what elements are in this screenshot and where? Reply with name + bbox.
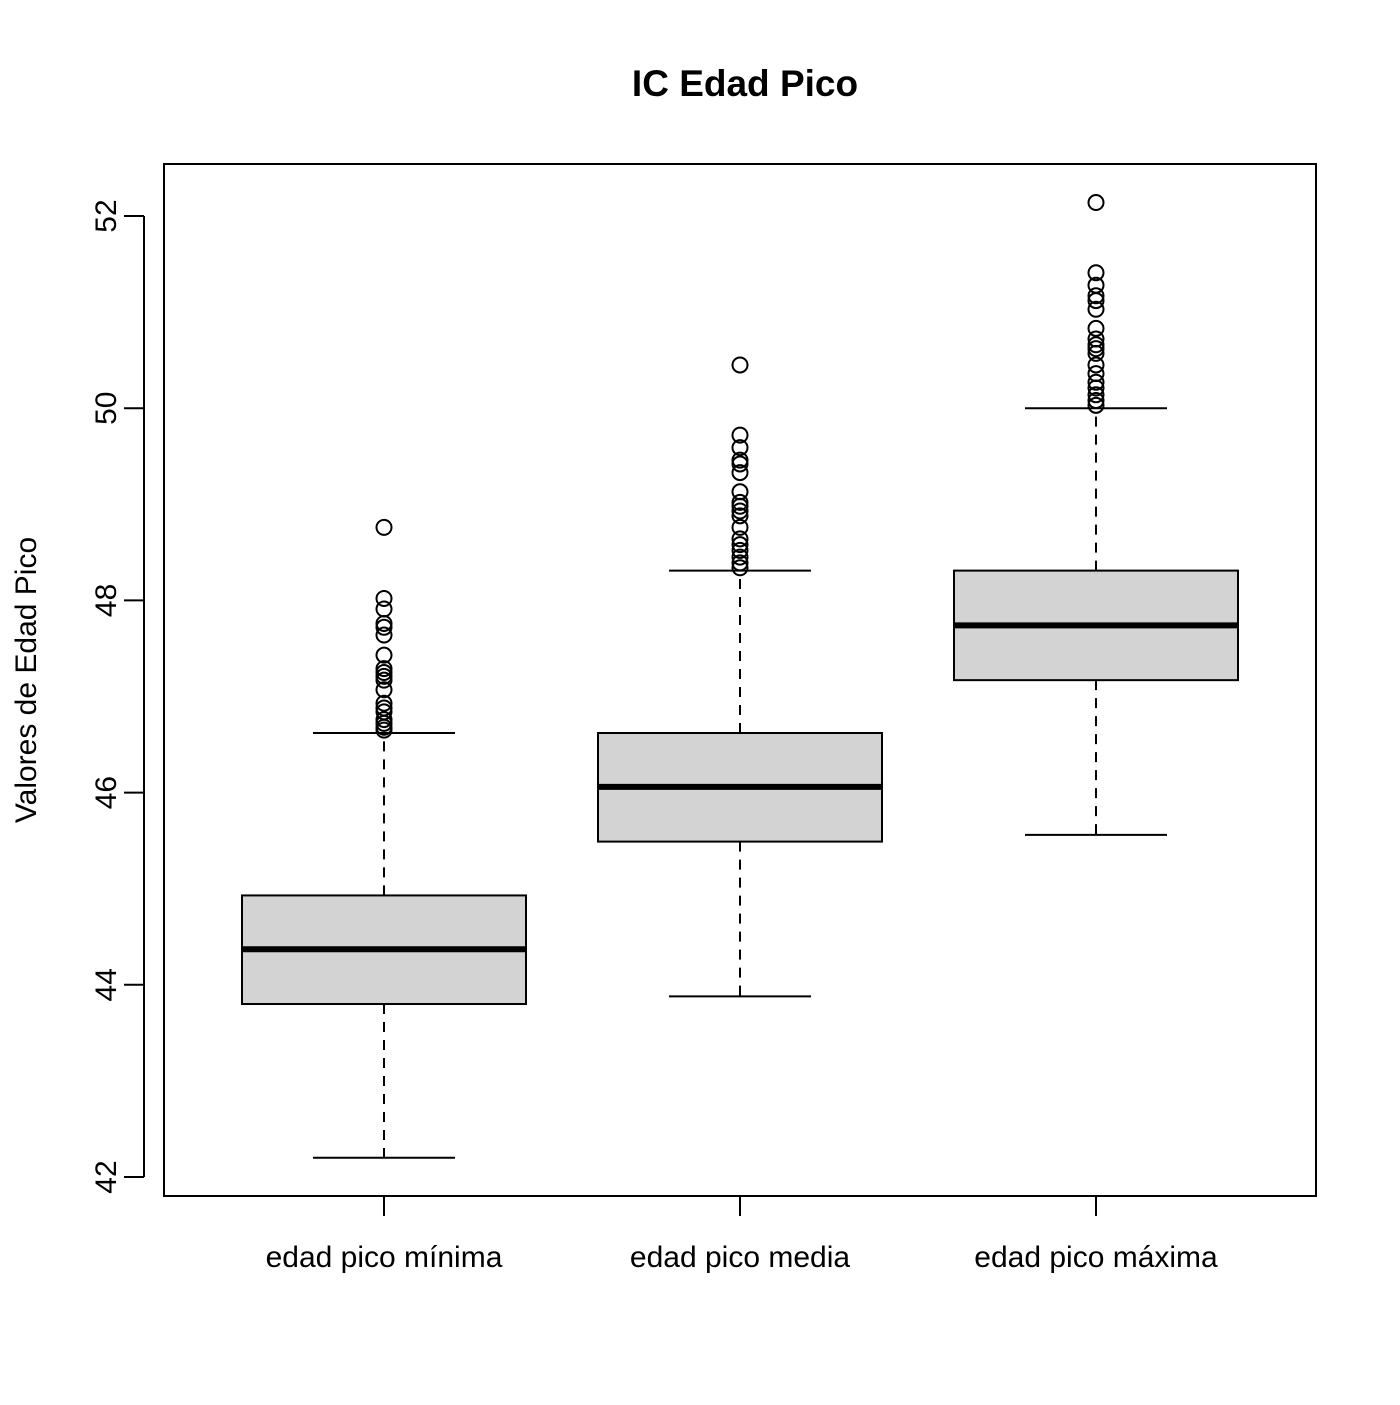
x-axis: edad pico mínima edad pico media edad pico… (266, 1196, 1218, 1274)
outlier-point (375, 589, 393, 607)
outlier-point (731, 356, 749, 374)
outlier-point (731, 493, 749, 511)
outlier-point (731, 483, 749, 501)
box-series (241, 194, 1239, 1159)
outlier-point (1087, 287, 1105, 305)
outlier-point (731, 554, 749, 572)
outlier-point (375, 660, 393, 678)
outlier-point (375, 699, 393, 717)
outlier-point (731, 530, 749, 548)
outlier-point (375, 694, 393, 712)
outlier-point (1087, 386, 1105, 404)
outlier-point (375, 681, 393, 699)
outlier-point (731, 559, 749, 577)
y-axis-label: Valores de Edad Pico (10, 537, 43, 823)
y-tick-label: 44 (90, 968, 123, 1001)
outlier-point (731, 548, 749, 566)
y-axis: 42 44 46 48 50 52 (90, 199, 145, 1194)
outlier-point (731, 502, 749, 520)
outlier-point (731, 536, 749, 554)
outlier-point (1087, 300, 1105, 318)
y-tick-label: 50 (90, 392, 123, 425)
outlier-point (1087, 336, 1105, 354)
outlier-point (1087, 365, 1105, 383)
outlier-point (375, 646, 393, 664)
chart-title: IC Edad Pico (632, 63, 858, 104)
x-tick-label: edad pico media (630, 1241, 850, 1274)
box-group (953, 194, 1239, 836)
outlier-point (1087, 330, 1105, 348)
outlier-point (731, 426, 749, 444)
outlier-point (375, 518, 393, 536)
outlier-point (731, 439, 749, 457)
outlier-point (1087, 319, 1105, 337)
outlier-point (1087, 194, 1105, 212)
outlier-point (1087, 276, 1105, 294)
outlier-point (1087, 396, 1105, 414)
y-tick-label: 48 (90, 584, 123, 617)
outlier-point (731, 451, 749, 469)
outlier-point (1087, 264, 1105, 282)
y-tick-label: 42 (90, 1160, 123, 1193)
x-tick-label: edad pico mínima (266, 1241, 503, 1274)
outlier-point (375, 711, 393, 729)
outlier-point (731, 507, 749, 525)
y-tick-label: 52 (90, 199, 123, 232)
outlier-point (375, 626, 393, 644)
x-tick-label: edad pico máxima (974, 1241, 1218, 1274)
outlier-point (731, 518, 749, 536)
outlier-point (1087, 392, 1105, 410)
box-group (241, 518, 527, 1159)
outlier-point (731, 541, 749, 559)
outlier-point (1087, 373, 1105, 391)
outlier-point (1087, 356, 1105, 374)
outlier-point (731, 464, 749, 482)
box-group (597, 356, 883, 998)
y-tick-label: 46 (90, 776, 123, 809)
outlier-point (375, 600, 393, 618)
